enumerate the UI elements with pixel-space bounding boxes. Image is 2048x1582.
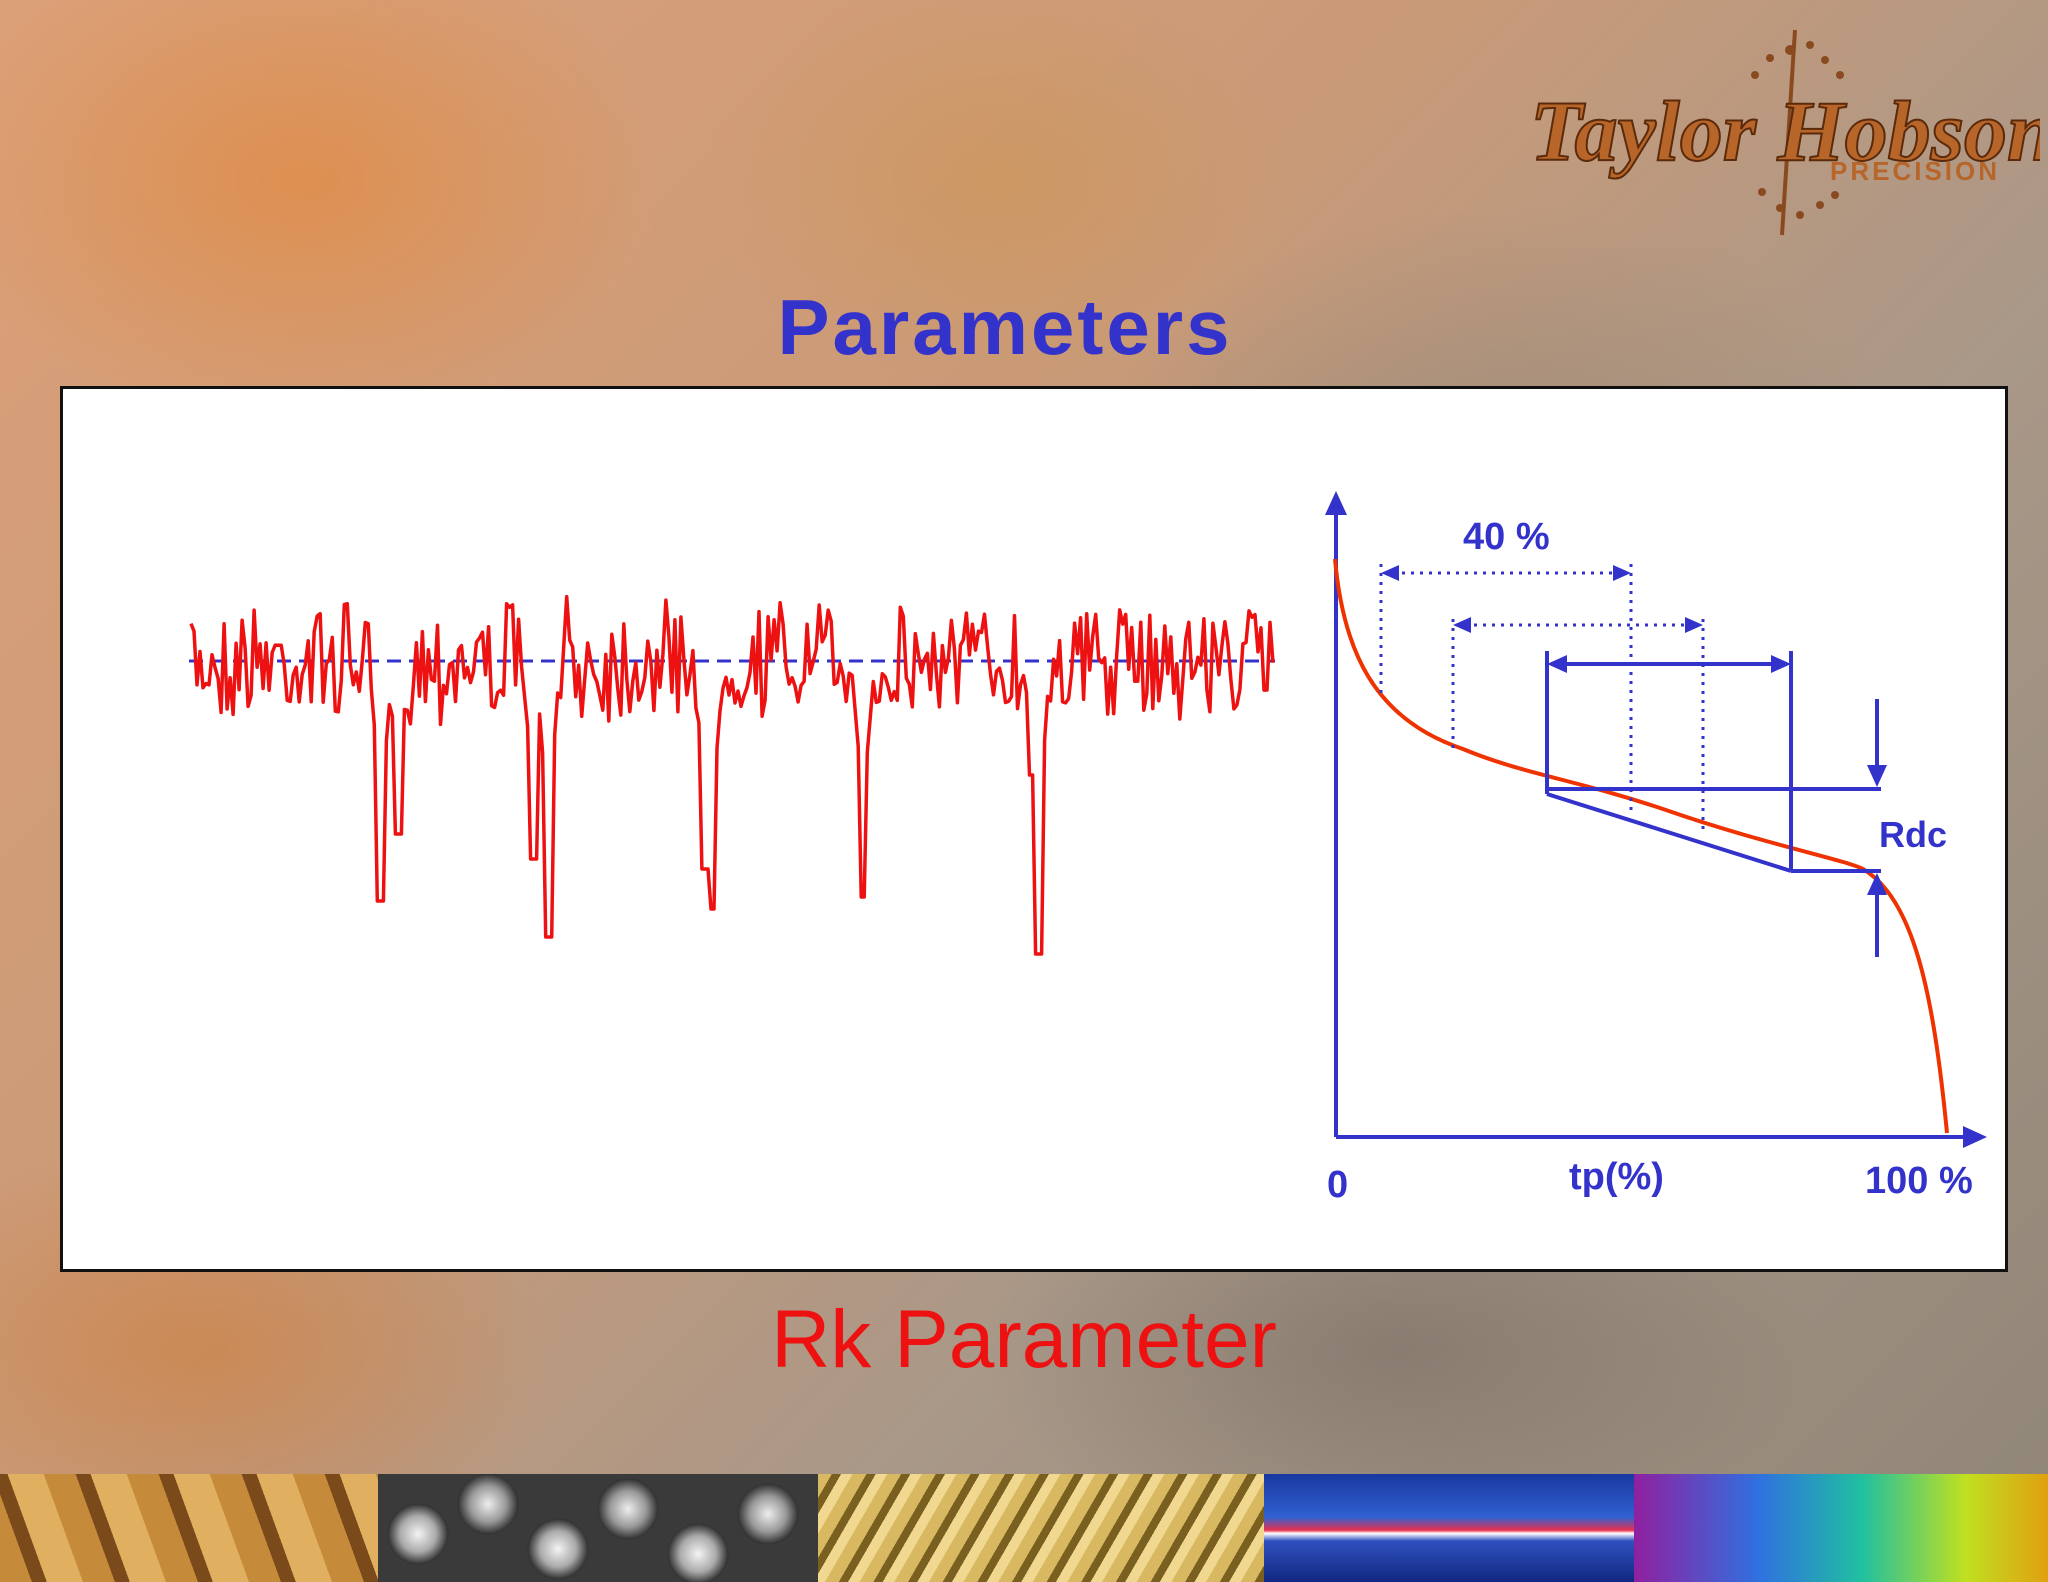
bearing-area-curve: [1333, 558, 1949, 1134]
diagram-panel: 40 % Rdc tp(%) 0 100 %: [60, 386, 2008, 1272]
x-axis-start-label: 0: [1327, 1164, 1348, 1206]
slide-title: Parameters: [777, 283, 1233, 371]
solid-window: [1545, 651, 1881, 873]
steel-balls-image: [378, 1474, 818, 1582]
wood-grain-image: [0, 1474, 378, 1582]
x-axis-arrowhead: [1963, 1126, 1987, 1148]
logo-text: Taylor Hobson: [1530, 83, 2040, 179]
bearing-curve-axes: [1334, 499, 1977, 1139]
label-rdc: Rdc: [1879, 814, 1947, 855]
gears-image: [818, 1474, 1264, 1582]
logo-tagline: PRECISION: [1830, 156, 2000, 186]
y-axis-arrowhead: [1325, 491, 1347, 515]
x-axis-end-label: 100 %: [1865, 1160, 1973, 1202]
label-40-percent: 40 %: [1463, 516, 1550, 558]
taylor-hobson-logo: Taylor Hobson PRECISION: [1529, 29, 2040, 236]
blue-light-image: [1264, 1474, 1634, 1582]
roughness-profile-line: [189, 594, 1275, 956]
dotted-verticals: [1379, 564, 1705, 832]
secant-line: [1546, 792, 1792, 873]
slide-subtitle: Rk Parameter: [771, 1294, 1277, 1385]
rainbow-optics-image: [1634, 1474, 2048, 1582]
x-axis-label: tp(%): [1569, 1156, 1664, 1198]
image-strip: [0, 1474, 2048, 1582]
